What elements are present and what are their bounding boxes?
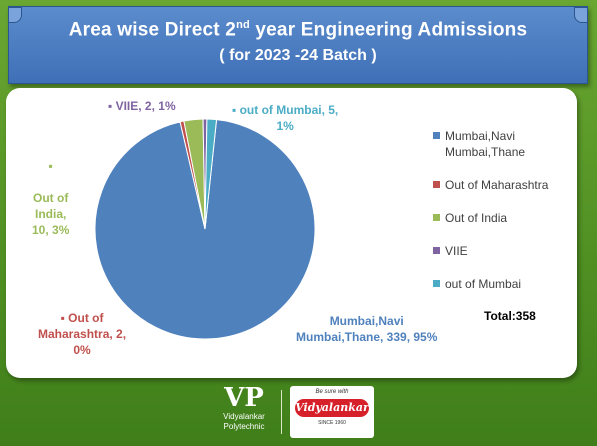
vid-brand: Vidyalankar	[295, 399, 369, 417]
total-label: Total:358	[484, 309, 536, 323]
chart-legend: Mumbai,Navi Mumbai,Thane Out of Maharashtr…	[431, 128, 576, 309]
footer: VP Vidyalankar Polytechnic Be sure with …	[0, 380, 597, 446]
chart-subtitle: ( for 2023 -24 Batch )	[219, 47, 377, 65]
vid-since: SINCE 1960	[318, 420, 346, 426]
data-label-out-of-maharashtra: ▪ Out of Maharashtra, 2, 0%	[38, 311, 127, 357]
data-label-viie: ▪ VIIE, 2, 1%	[108, 99, 176, 113]
vp-name-line1: Vidyalankar	[223, 412, 265, 421]
legend-swatch	[433, 247, 440, 254]
data-label-out-of-india: ▪ Out of India, 10, 3%	[32, 159, 70, 237]
legend-label: VIIE	[445, 244, 468, 258]
chart-card: Mumbai,Navi Mumbai,Thane, 339, 95% ▪ Out …	[6, 88, 577, 378]
logo-divider	[281, 390, 282, 434]
legend-swatch	[433, 132, 440, 139]
legend-swatch	[433, 181, 440, 188]
legend-item-mumbai: Mumbai,Navi Mumbai,Thane	[431, 128, 576, 160]
legend-label: Out of Maharashtra	[445, 178, 549, 192]
vp-mark: VP	[224, 383, 264, 413]
slice-out-of-mumbai	[204, 118, 218, 230]
vid-tagline: Be sure with	[315, 389, 349, 395]
vp-logo: VP Vidyalankar Polytechnic	[218, 384, 270, 432]
data-label-out-of-mumbai: ▪ out of Mumbai, 5, 1%	[232, 103, 339, 133]
banner-scroll-right	[574, 7, 588, 23]
banner-scroll-left	[8, 7, 22, 23]
legend-item-viie: VIIE	[431, 243, 576, 259]
legend-item-out-of-maharashtra: Out of Maharashtra	[431, 177, 576, 193]
legend-item-out-of-mumbai: out of Mumbai	[431, 276, 576, 292]
legend-swatch	[433, 214, 440, 221]
data-label-mumbai: Mumbai,Navi Mumbai,Thane, 339, 95%	[296, 314, 438, 344]
pie-chart	[94, 118, 316, 340]
vp-name-line2: Polytechnic	[223, 422, 265, 431]
chart-title: Area wise Direct 2nd year Engineering Ad…	[68, 19, 528, 41]
legend-item-out-of-india: Out of India	[431, 210, 576, 226]
legend-swatch	[433, 280, 440, 287]
slice-mumbai	[94, 119, 316, 340]
title-banner: Area wise Direct 2nd year Engineering Ad…	[8, 6, 588, 84]
legend-label: out of Mumbai	[445, 277, 522, 291]
vidyalankar-logo: Be sure with Vidyalankar SINCE 1960	[290, 386, 374, 438]
legend-label: Mumbai,Navi Mumbai,Thane	[445, 129, 526, 159]
legend-label: Out of India	[445, 211, 508, 225]
